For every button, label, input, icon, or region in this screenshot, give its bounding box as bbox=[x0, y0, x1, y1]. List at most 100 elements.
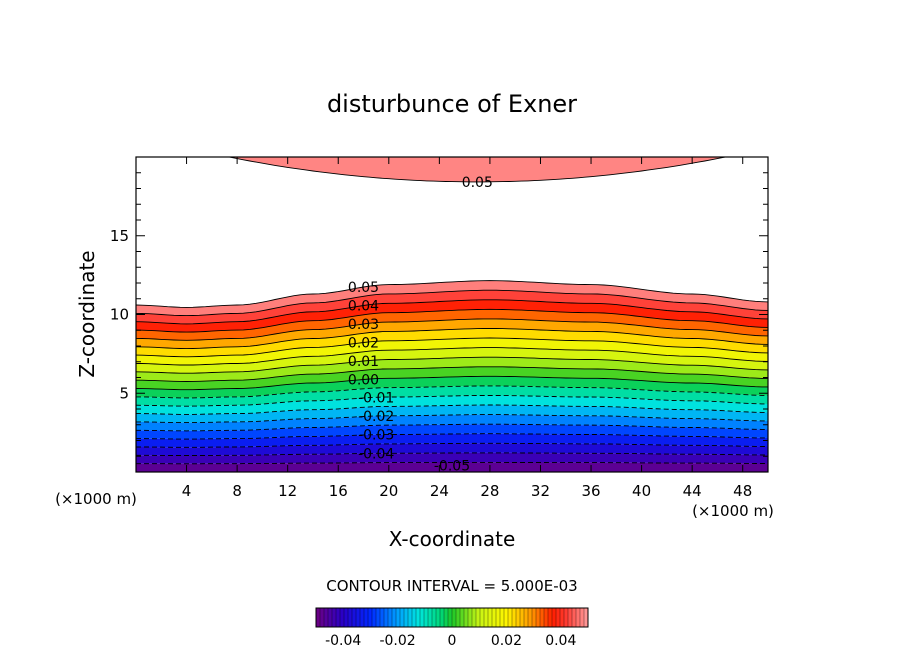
colorbar-strip bbox=[352, 608, 357, 627]
contour-label: 0.01 bbox=[348, 354, 379, 370]
contour-label: -0.04 bbox=[358, 446, 394, 462]
contour-line bbox=[136, 347, 768, 366]
contour-line bbox=[136, 318, 768, 341]
contour-line bbox=[136, 299, 768, 325]
colorbar-strip bbox=[420, 608, 425, 627]
x-unit-right: (×1000 m) bbox=[692, 502, 774, 520]
contour-line bbox=[136, 385, 768, 399]
contour-band bbox=[136, 376, 768, 398]
contour-line bbox=[136, 356, 768, 374]
contour-fills bbox=[136, 157, 768, 472]
colorbar-strip bbox=[316, 608, 321, 627]
colorbar-frame bbox=[315, 607, 589, 628]
contour-label: -0.01 bbox=[358, 390, 394, 406]
contour-line bbox=[136, 461, 768, 465]
contour-line bbox=[136, 308, 768, 333]
contour-band bbox=[136, 452, 768, 464]
contour-band bbox=[136, 462, 768, 472]
colorbar-tick-label: 0 bbox=[448, 633, 457, 649]
y-tick-label: 10 bbox=[110, 306, 129, 324]
contour-band bbox=[136, 290, 768, 324]
contour-band bbox=[136, 424, 768, 440]
colorbar-strip bbox=[484, 608, 489, 627]
colorbar-strip bbox=[488, 608, 493, 627]
colorbar-strip bbox=[436, 608, 441, 627]
contour-band bbox=[136, 385, 768, 407]
colorbar-strip bbox=[500, 608, 505, 627]
colorbar-strip bbox=[424, 608, 429, 627]
colorbar-strip bbox=[440, 608, 445, 627]
colorbar-strip bbox=[528, 608, 533, 627]
colorbar-strip bbox=[320, 608, 325, 627]
colorbar-strip bbox=[556, 608, 561, 627]
colorbar-strip bbox=[516, 608, 521, 627]
colorbar-strip bbox=[564, 608, 569, 627]
colorbar-strip bbox=[416, 608, 421, 627]
contour-band bbox=[136, 347, 768, 374]
colorbar-strip bbox=[496, 608, 501, 627]
colorbar-strip bbox=[464, 608, 469, 627]
x-tick-label: 20 bbox=[379, 482, 398, 500]
colorbar-tick-label: -0.04 bbox=[325, 633, 361, 649]
colorbar-strip bbox=[392, 608, 397, 627]
contour-band bbox=[136, 414, 768, 431]
colorbar-strip bbox=[572, 608, 577, 627]
colorbar-tick-label: -0.02 bbox=[379, 633, 415, 649]
colorbar-strip bbox=[324, 608, 329, 627]
contour-line bbox=[136, 337, 768, 358]
colorbar-strip bbox=[428, 608, 433, 627]
colorbar-strip bbox=[508, 608, 513, 627]
x-tick-label: 28 bbox=[480, 482, 499, 500]
x-tick-label: 4 bbox=[182, 482, 192, 500]
contour-label: 0.03 bbox=[348, 317, 379, 333]
contour-line bbox=[136, 423, 768, 432]
colorbar-strip bbox=[544, 608, 549, 627]
colorbar-strip bbox=[368, 608, 373, 627]
colorbar-strip bbox=[472, 608, 477, 627]
contour-label: 0.02 bbox=[348, 336, 379, 352]
colorbar-strip bbox=[532, 608, 537, 627]
colorbar-strip bbox=[400, 608, 405, 627]
colorbar-strip bbox=[328, 608, 333, 627]
contour-band bbox=[136, 328, 768, 357]
x-tick-label: 32 bbox=[531, 482, 550, 500]
contour-line bbox=[136, 404, 768, 415]
contour-band bbox=[136, 299, 768, 333]
contour-line bbox=[136, 395, 768, 407]
contour-label: -0.02 bbox=[358, 409, 394, 425]
colorbar-strip bbox=[372, 608, 377, 627]
x-tick-label: 40 bbox=[632, 482, 651, 500]
contour-line bbox=[136, 375, 768, 391]
x-axis-ticks: 4 8 12 16 20 24 28 32 36 40 44 48 bbox=[182, 157, 752, 500]
y-tick-label: 5 bbox=[119, 384, 129, 402]
y-axis-ticks: 5 10 15 bbox=[110, 172, 768, 457]
x-tick-label: 48 bbox=[733, 482, 752, 500]
contour-line bbox=[136, 442, 768, 448]
y-axis-label: Z-coordinate bbox=[75, 250, 99, 377]
colorbar-strip bbox=[456, 608, 461, 627]
chart-title: disturbunce of Exner bbox=[327, 90, 577, 118]
colorbar-strip bbox=[408, 608, 413, 627]
colorbar bbox=[315, 608, 589, 627]
colorbar-strip bbox=[388, 608, 393, 627]
contour-line bbox=[136, 328, 768, 350]
contour-line-upper bbox=[226, 157, 728, 183]
contour-label: -0.03 bbox=[358, 428, 394, 444]
contour-interval-text: CONTOUR INTERVAL = 5.000E-03 bbox=[326, 577, 577, 595]
contour-label: 0.05 bbox=[348, 280, 379, 296]
contour-lines bbox=[136, 157, 768, 465]
colorbar-strip bbox=[536, 608, 541, 627]
colorbar-strip bbox=[492, 608, 497, 627]
colorbar-strip bbox=[468, 608, 473, 627]
contour-label: 0.05 bbox=[462, 175, 493, 191]
x-tick-label: 12 bbox=[278, 482, 297, 500]
colorbar-tick-labels: -0.04 -0.02 0 0.02 0.04 bbox=[325, 633, 576, 649]
contour-band bbox=[136, 395, 768, 415]
colorbar-strip bbox=[340, 608, 345, 627]
colorbar-strip bbox=[448, 608, 453, 627]
contour-line bbox=[136, 452, 768, 456]
colorbar-strip bbox=[568, 608, 573, 627]
contour-labels: 0.05 0.05 0.04 0.03 0.02 0.01 0.00-0.01 -0.02 -0… bbox=[348, 175, 493, 475]
contour-line bbox=[136, 280, 768, 308]
